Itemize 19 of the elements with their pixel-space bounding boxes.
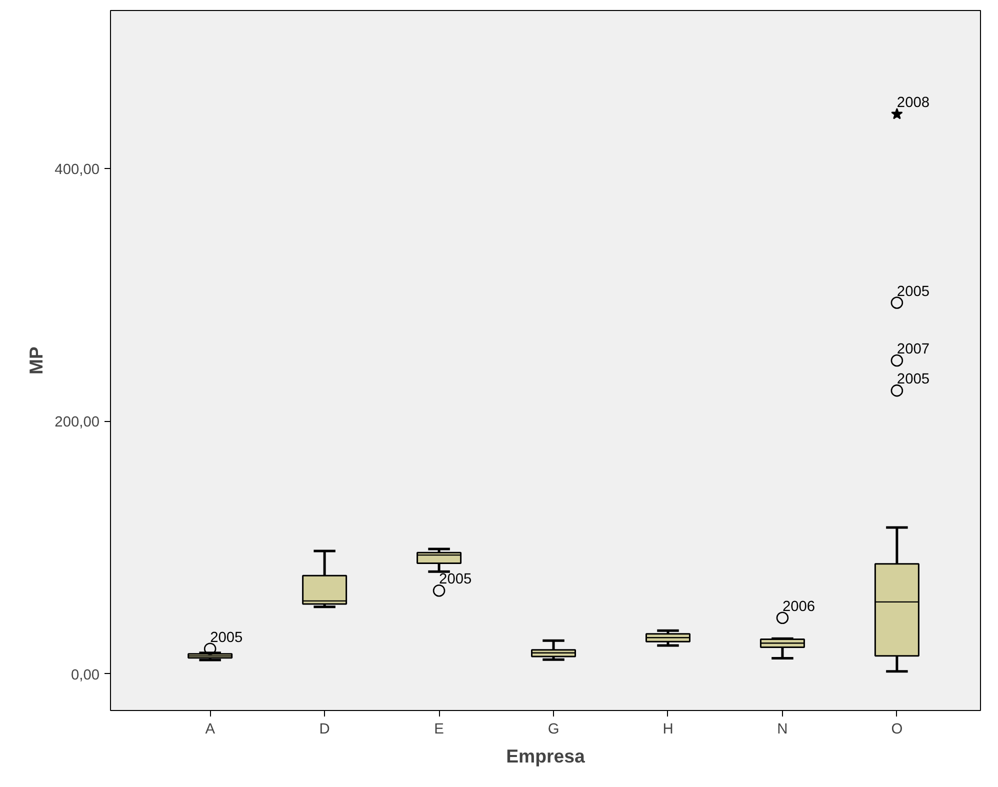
annotation: 2005 [439, 572, 472, 588]
x-axis-title: Empresa [506, 746, 586, 766]
x-tick-label: E [434, 722, 444, 738]
annotation: 2008 [896, 95, 930, 112]
annotation: 2005 [896, 372, 930, 388]
x-tick-label: H [662, 722, 674, 738]
x-tick-label: D [319, 722, 330, 738]
y-tick-label: 200,00 [54, 414, 100, 431]
annotation: 2007 [896, 342, 930, 358]
x-tick-label: N [777, 722, 788, 738]
y-tick-label: 400,00 [54, 162, 100, 178]
x-tick-label: G [548, 722, 560, 738]
x-tick-label: A [205, 722, 216, 738]
x-tick-label: O [891, 722, 903, 738]
annotation: 2005 [896, 284, 930, 300]
y-tick-label: 0,00 [70, 667, 100, 684]
y-axis-title: MP [26, 346, 47, 374]
annotation: 2005 [210, 630, 243, 646]
annotation: 2006 [782, 598, 816, 615]
